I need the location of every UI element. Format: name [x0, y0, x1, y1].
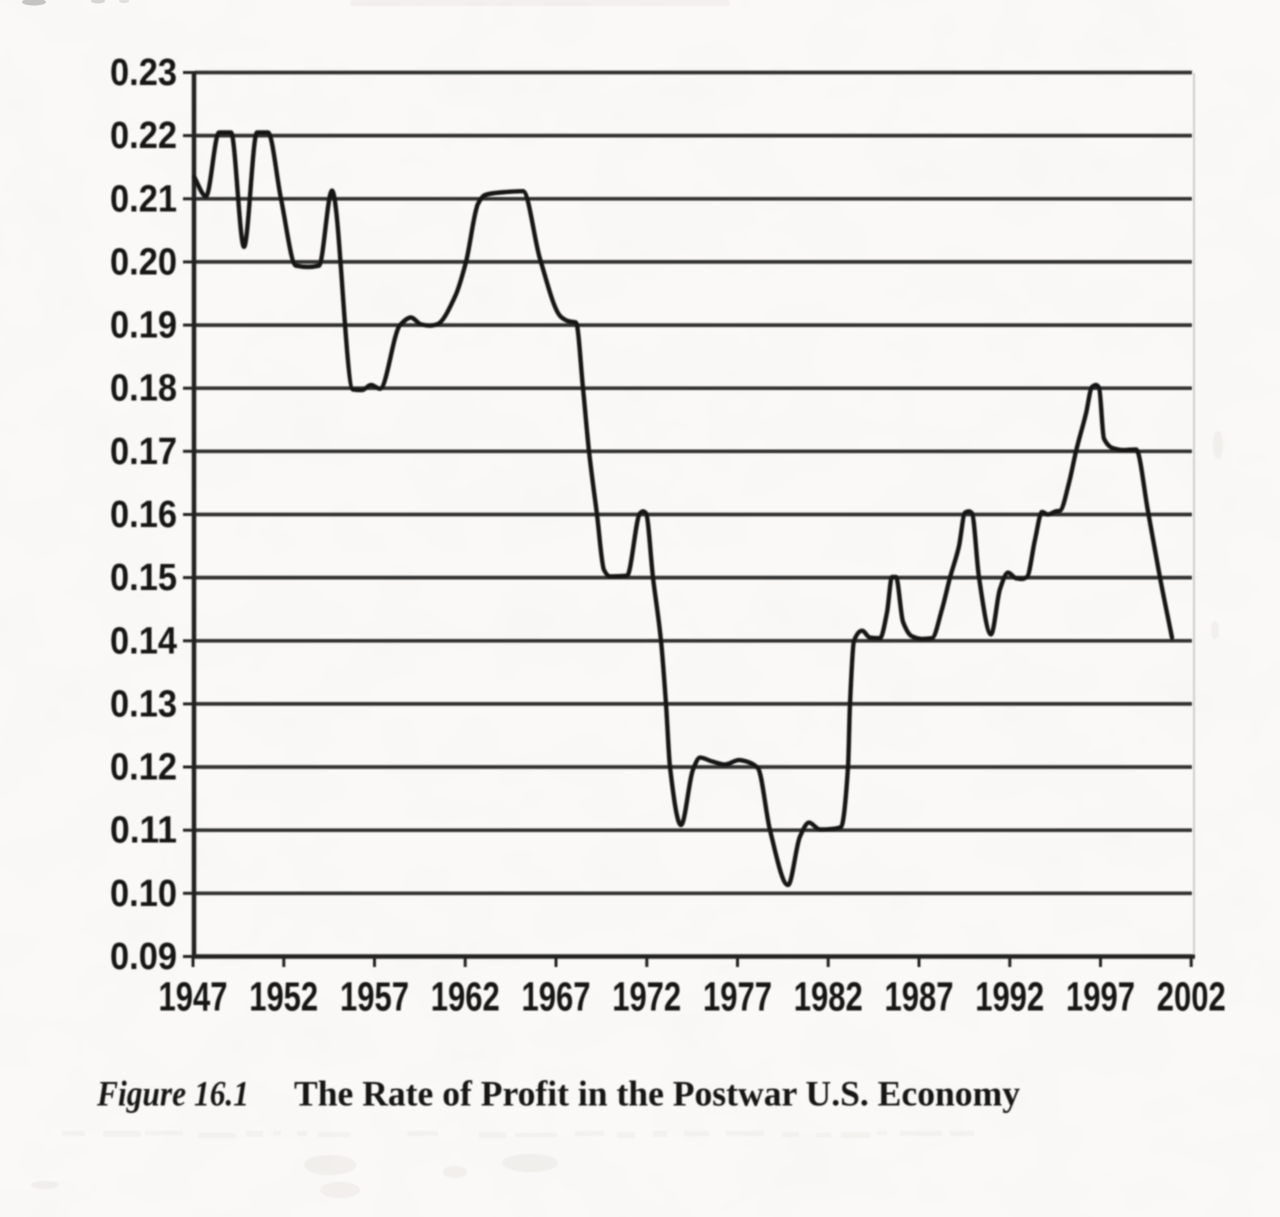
svg-text:2002: 2002	[1157, 974, 1226, 1020]
svg-text:0.16: 0.16	[110, 494, 177, 536]
svg-text:Figure 16.1: Figure 16.1	[96, 1074, 249, 1114]
svg-text:0.09: 0.09	[110, 936, 177, 978]
svg-text:1982: 1982	[794, 974, 863, 1020]
svg-text:0.14: 0.14	[110, 620, 177, 662]
svg-text:1977: 1977	[703, 974, 772, 1020]
svg-text:1992: 1992	[975, 974, 1044, 1020]
svg-text:0.11: 0.11	[110, 810, 177, 852]
svg-text:1952: 1952	[249, 974, 318, 1020]
svg-text:0.22: 0.22	[110, 115, 177, 157]
svg-text:1947: 1947	[159, 974, 228, 1020]
svg-text:0.19: 0.19	[110, 305, 177, 347]
svg-text:0.17: 0.17	[110, 431, 177, 473]
svg-text:1957: 1957	[340, 974, 409, 1020]
svg-text:0.15: 0.15	[110, 557, 177, 599]
svg-text:0.12: 0.12	[110, 747, 177, 789]
svg-text:The Rate of Profit in the Post: The Rate of Profit in the Postwar U.S. E…	[294, 1074, 1020, 1114]
svg-text:1987: 1987	[885, 974, 954, 1020]
svg-text:0.23: 0.23	[110, 52, 177, 94]
svg-text:1967: 1967	[522, 974, 591, 1020]
svg-text:0.21: 0.21	[110, 178, 177, 220]
svg-text:0.10: 0.10	[110, 873, 177, 915]
svg-text:0.18: 0.18	[110, 368, 177, 410]
svg-text:1962: 1962	[431, 974, 500, 1020]
svg-text:0.20: 0.20	[110, 241, 177, 283]
svg-text:1972: 1972	[612, 974, 681, 1020]
svg-text:0.13: 0.13	[110, 683, 177, 725]
svg-text:1997: 1997	[1066, 974, 1135, 1020]
